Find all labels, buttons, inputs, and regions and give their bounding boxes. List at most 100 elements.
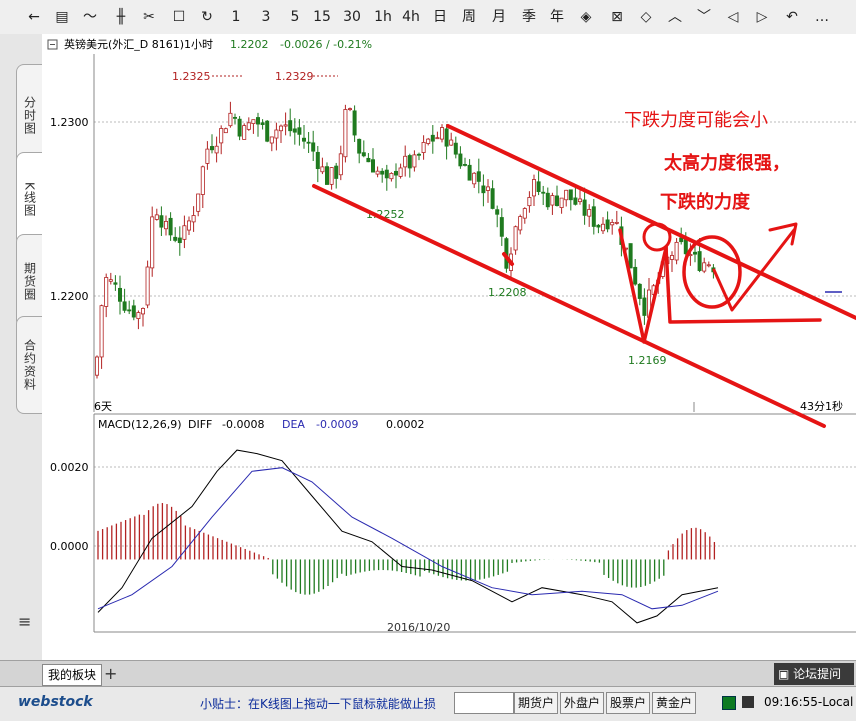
candle-body: [242, 125, 247, 140]
chevron-down-icon[interactable]: ﹀: [697, 9, 711, 25]
arrow-head: [768, 222, 798, 246]
signal-icon: [742, 696, 754, 708]
arrow-left-icon[interactable]: ◁: [727, 9, 739, 25]
candle-body: [228, 112, 233, 127]
left-timespan: 6天: [94, 400, 112, 413]
candle-body: [472, 172, 477, 185]
candle-body: [555, 195, 560, 207]
candle-body: [679, 237, 684, 243]
candle-body: [706, 264, 711, 267]
ytick-macd-2: 0.0000: [50, 540, 89, 553]
candle-body: [601, 223, 606, 232]
period-4h[interactable]: 4h: [402, 9, 420, 25]
forum-button[interactable]: ▣ 论坛提问: [774, 663, 854, 685]
square-icon[interactable]: ☐: [172, 9, 186, 25]
candle-body: [357, 138, 362, 154]
collapse-icon[interactable]: [47, 39, 58, 50]
candles-group: [95, 101, 716, 379]
countdown-label: 43分1秒: [800, 399, 843, 413]
gold-account-button[interactable]: 黄金户: [652, 692, 696, 714]
period-day[interactable]: 日: [433, 9, 447, 25]
period-season[interactable]: 季: [522, 9, 536, 25]
candle-body: [573, 197, 578, 205]
candle-body: [398, 167, 403, 177]
back-arrow-icon[interactable]: ←: [28, 9, 40, 25]
candle-body: [246, 122, 251, 130]
ytick-price-1: 1.2300: [50, 116, 89, 129]
arrow-right-icon[interactable]: ▷: [756, 9, 768, 25]
zoom-in-icon[interactable]: ◇: [640, 9, 652, 25]
tab-intraday[interactable]: 分时图: [16, 64, 43, 166]
tab-kline-label: K线图: [22, 181, 37, 217]
refresh-icon[interactable]: ↻: [201, 9, 213, 25]
tab-kline[interactable]: K线图: [16, 152, 43, 246]
macd-diff-label: DIFF: [188, 418, 212, 431]
zoom-fit-icon[interactable]: ◈: [580, 9, 592, 25]
ytick-price-2: 1.2200: [50, 290, 89, 303]
candle-body: [104, 277, 109, 307]
date-axis-label: 2016/10/20: [387, 621, 450, 634]
candle-body: [375, 170, 380, 175]
bottom-tab-bar: 我的板块 + ▣ 论坛提问: [0, 660, 856, 687]
candle-body: [301, 137, 306, 142]
more-icon[interactable]: …: [815, 9, 829, 25]
line-chart-icon[interactable]: 〜: [83, 9, 97, 25]
candle-body: [122, 301, 127, 311]
candle-body: [596, 224, 601, 228]
futures-account-button[interactable]: 期货户: [514, 692, 558, 714]
candle-body: [265, 120, 270, 142]
ytick-macd-1: 0.0020: [50, 461, 89, 474]
candle-body: [407, 155, 412, 169]
candle-body: [150, 216, 155, 269]
candle-body: [495, 209, 500, 215]
period-1[interactable]: 1: [231, 9, 241, 25]
candle-body: [324, 166, 329, 185]
menu-icon[interactable]: ≡: [18, 612, 32, 631]
candle-body: [435, 137, 440, 140]
candle-body: [610, 222, 615, 226]
scissors-icon[interactable]: ✂: [143, 9, 155, 25]
candle-body: [145, 266, 150, 306]
tab-contract-info[interactable]: 合约资料: [16, 316, 43, 414]
candle-body: [531, 179, 536, 197]
cross-icon[interactable]: ⊠: [611, 9, 623, 25]
candle-body: [113, 282, 118, 285]
kline-chart[interactable]: 英镑美元(外汇_D 8161)1小时 1.2202 -0.0026 / -0.2…: [42, 34, 856, 660]
tab-futures-circle[interactable]: 期货圈: [16, 234, 43, 328]
candle-body: [614, 221, 619, 224]
foreign-account-button[interactable]: 外盘户: [560, 692, 604, 714]
candle-body: [550, 195, 555, 206]
period-5[interactable]: 5: [290, 9, 300, 25]
handnote-1: 下跌力度可能会小: [624, 110, 768, 131]
kline-icon[interactable]: ╫: [116, 9, 126, 25]
period-week[interactable]: 周: [462, 9, 476, 25]
annotation-low-2: 1.2208: [488, 286, 527, 299]
candle-body: [209, 146, 214, 151]
annotation-high-2: 1.2329: [275, 70, 314, 83]
candle-body: [338, 153, 343, 176]
period-3[interactable]: 3: [261, 9, 271, 25]
candle-body: [628, 243, 633, 269]
list-icon[interactable]: ▤: [55, 9, 69, 25]
candle-body: [311, 142, 316, 152]
undo-icon[interactable]: ↶: [786, 9, 798, 25]
candle-body: [118, 287, 123, 302]
quick-input[interactable]: [454, 692, 514, 714]
chart-area[interactable]: 英镑美元(外汇_D 8161)1小时 1.2202 -0.0026 / -0.2…: [42, 34, 856, 660]
candle-body: [412, 154, 417, 168]
connection-icon: [722, 696, 736, 710]
period-15[interactable]: 15: [313, 9, 331, 25]
tab-my-sectors[interactable]: 我的板块: [42, 664, 102, 686]
tab-futures-label: 期货圈: [22, 261, 37, 301]
period-year[interactable]: 年: [550, 9, 564, 25]
period-1h[interactable]: 1h: [374, 9, 392, 25]
period-30[interactable]: 30: [343, 9, 361, 25]
candle-body: [232, 116, 237, 119]
candle-body: [214, 145, 219, 154]
add-tab-button[interactable]: +: [104, 664, 118, 683]
chevron-up-icon[interactable]: ︿: [668, 9, 682, 25]
candle-body: [95, 356, 100, 376]
period-month[interactable]: 月: [492, 9, 506, 25]
stock-account-button[interactable]: 股票户: [606, 692, 650, 714]
candle-body: [370, 159, 375, 173]
